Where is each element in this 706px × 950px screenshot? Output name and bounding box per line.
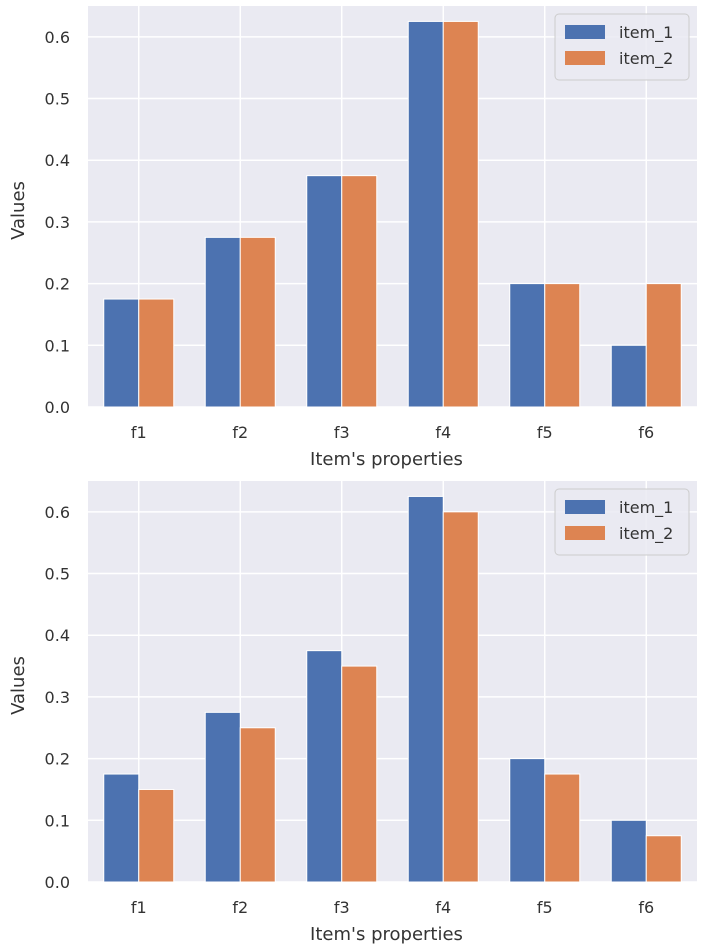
- bar-item_2-f2: [239, 727, 276, 883]
- y-tick-label: 0.3: [45, 213, 70, 232]
- bar-item_1-f2: [204, 236, 241, 408]
- y-axis-label: Values: [8, 181, 29, 240]
- bar-item_1-f4: [407, 20, 444, 408]
- bar-item_2-f1: [138, 788, 175, 883]
- bar-item_2-f4: [442, 20, 479, 408]
- x-tick-label: f4: [435, 898, 451, 917]
- bar-item_1-f6: [610, 344, 647, 408]
- bar-item_2-f3: [341, 665, 378, 883]
- x-tick-label: f1: [131, 898, 147, 917]
- y-tick-label: 0.2: [45, 275, 70, 294]
- x-tick-label: f5: [537, 898, 553, 917]
- bar-item_2-f5: [544, 773, 581, 883]
- x-axis-label: Item's properties: [310, 924, 463, 945]
- x-tick-label: f5: [537, 423, 553, 442]
- x-axis-label: Item's properties: [310, 449, 463, 470]
- y-tick-label: 0.1: [45, 336, 70, 355]
- x-tick-label: f2: [232, 423, 248, 442]
- bar-item_2-f6: [645, 283, 682, 408]
- bar-item_1-f5: [509, 283, 546, 408]
- y-axis-label: Values: [8, 656, 29, 715]
- bar-item_2-f2: [239, 236, 276, 408]
- legend-swatch-item_2: [565, 51, 605, 65]
- bar-item_2-f3: [341, 175, 378, 408]
- bar-item_1-f3: [306, 175, 343, 408]
- x-tick-label: f3: [334, 423, 350, 442]
- legend-swatch-item_1: [565, 500, 605, 514]
- bar-item_2-f1: [138, 298, 175, 408]
- bar-item_1-f5: [509, 758, 546, 883]
- legend-label-item_2: item_2: [619, 524, 673, 544]
- x-tick-label: f1: [131, 423, 147, 442]
- x-tick-label: f6: [638, 898, 654, 917]
- bar-item_1-f1: [103, 773, 140, 883]
- y-tick-label: 0.3: [45, 688, 70, 707]
- y-tick-label: 0.1: [45, 811, 70, 830]
- legend-swatch-item_2: [565, 526, 605, 540]
- bar-item_2-f6: [645, 835, 682, 883]
- y-tick-label: 0.6: [45, 28, 70, 47]
- y-tick-label: 0.5: [45, 565, 70, 584]
- x-tick-label: f2: [232, 898, 248, 917]
- bar-item_1-f2: [204, 711, 241, 883]
- y-tick-label: 0.5: [45, 90, 70, 109]
- x-tick-label: f4: [435, 423, 451, 442]
- legend-swatch-item_1: [565, 25, 605, 39]
- bar-item_1-f4: [407, 495, 444, 883]
- bar-item_2-f4: [442, 511, 479, 883]
- chart-top: 0.0 0.1 0.2 0.3 0.4 0.5 0.6 f1 f2 f3 f4 f5 f6 Item's …: [8, 6, 697, 470]
- bar-item_1-f6: [610, 819, 647, 883]
- y-tick-label: 0.0: [45, 398, 70, 417]
- y-tick-label: 0.4: [45, 151, 70, 170]
- y-tick-label: 0.2: [45, 750, 70, 769]
- x-tick-label: f3: [334, 898, 350, 917]
- legend-label-item_1: item_1: [619, 23, 673, 43]
- bar-item_1-f3: [306, 650, 343, 883]
- y-tick-label: 0.4: [45, 626, 70, 645]
- bar-item_2-f5: [544, 283, 581, 408]
- chart-bottom: 0.0 0.1 0.2 0.3 0.4 0.5 0.6 f1 f2 f3 f4 f5 f6 Item's …: [8, 481, 697, 945]
- legend-label-item_2: item_2: [619, 49, 673, 69]
- x-tick-label: f6: [638, 423, 654, 442]
- y-tick-label: 0.6: [45, 503, 70, 522]
- bar-item_1-f1: [103, 298, 140, 408]
- legend-label-item_1: item_1: [619, 498, 673, 518]
- y-tick-label: 0.0: [45, 873, 70, 892]
